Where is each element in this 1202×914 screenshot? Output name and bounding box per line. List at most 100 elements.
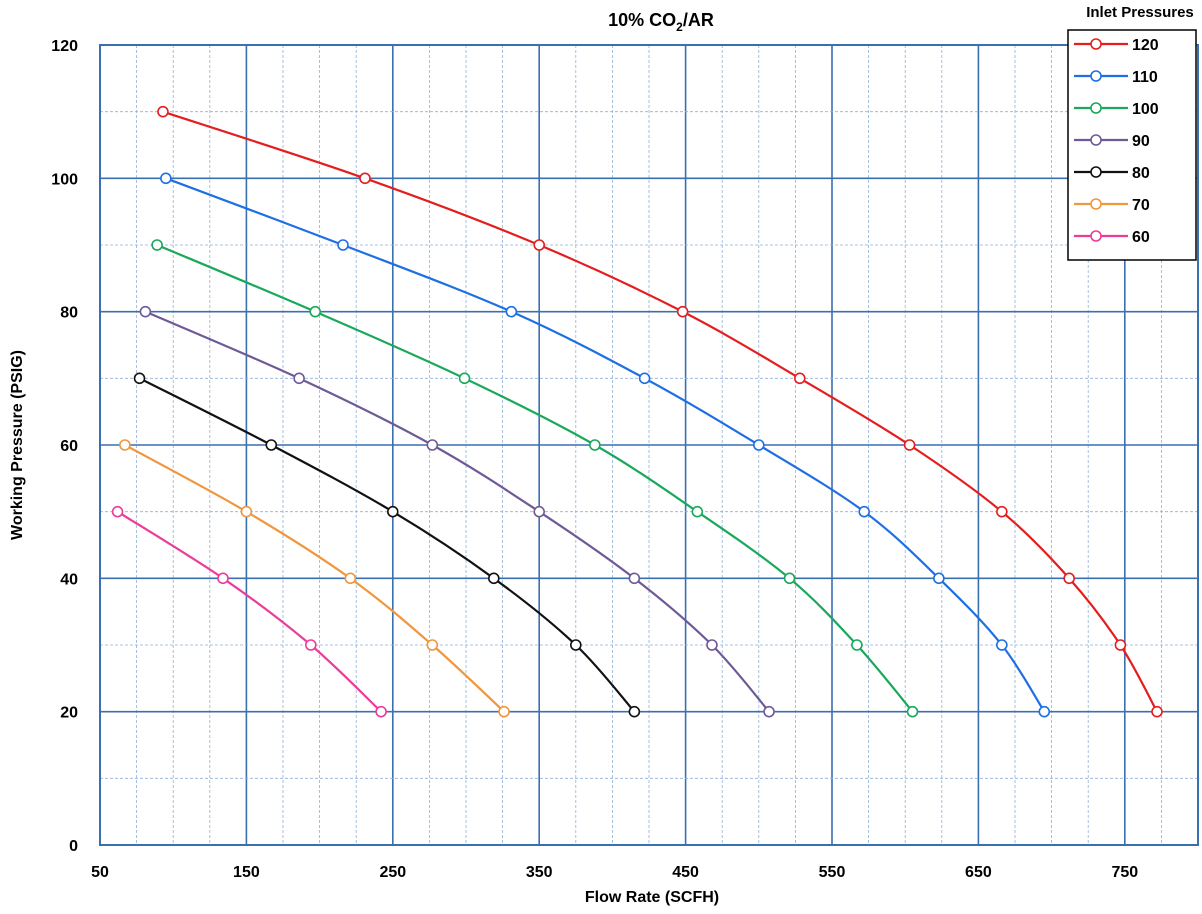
series-90 bbox=[139, 305, 775, 718]
x-tick-label: 450 bbox=[672, 864, 699, 881]
data-point bbox=[676, 305, 689, 318]
legend-swatch-marker bbox=[1090, 38, 1102, 50]
data-point bbox=[426, 439, 439, 451]
data-point bbox=[265, 439, 278, 451]
data-point bbox=[1063, 572, 1075, 585]
data-point bbox=[160, 172, 172, 185]
legend-swatch-marker bbox=[1090, 102, 1102, 114]
x-tick-labels: 50 150 250 350 450 550 650 750 bbox=[91, 864, 1138, 881]
data-point bbox=[851, 639, 863, 651]
data-point bbox=[111, 505, 124, 518]
data-point bbox=[628, 572, 641, 585]
y-tick-label: 100 bbox=[51, 171, 78, 188]
legend: Inlet Pressures 120 110 100 90 80 70 60 bbox=[1067, 4, 1197, 261]
data-point bbox=[139, 305, 152, 318]
data-point bbox=[858, 505, 871, 518]
series-line-80 bbox=[139, 377, 636, 713]
data-point bbox=[628, 705, 641, 718]
legend-title: Inlet Pressures bbox=[1086, 4, 1194, 21]
chart-title: 10% CO2/AR bbox=[608, 10, 714, 34]
legend-label: 70 bbox=[1132, 197, 1150, 214]
data-point bbox=[359, 172, 371, 185]
data-point bbox=[793, 372, 806, 385]
series-110 bbox=[160, 172, 1051, 718]
data-point bbox=[488, 572, 500, 585]
data-point bbox=[119, 439, 131, 451]
data-point bbox=[426, 639, 439, 651]
data-point bbox=[133, 372, 146, 385]
legend-item-110: 110 bbox=[1074, 69, 1158, 86]
legend-label: 110 bbox=[1132, 69, 1158, 86]
data-point bbox=[337, 239, 349, 251]
legend-item-120: 120 bbox=[1074, 37, 1159, 54]
y-tick-label: 40 bbox=[60, 571, 78, 588]
grid bbox=[99, 44, 1199, 846]
series-60 bbox=[111, 505, 387, 718]
series-line-110 bbox=[165, 177, 1046, 713]
series-100 bbox=[151, 239, 919, 718]
y-tick-label: 60 bbox=[60, 438, 78, 455]
data-point bbox=[1038, 705, 1051, 718]
y-tick-labels: 0 20 40 60 80 100 120 bbox=[51, 38, 78, 855]
data-point bbox=[240, 505, 253, 518]
data-point bbox=[375, 705, 387, 718]
data-point bbox=[309, 305, 322, 318]
series-lines bbox=[111, 105, 1163, 718]
legend-item-90: 90 bbox=[1074, 133, 1150, 150]
series-line-100 bbox=[156, 243, 914, 713]
data-point bbox=[569, 639, 582, 651]
data-point bbox=[1114, 639, 1127, 651]
data-point bbox=[157, 105, 169, 118]
data-point bbox=[217, 572, 229, 585]
data-point bbox=[505, 305, 518, 318]
data-point bbox=[933, 572, 945, 585]
x-tick-label: 750 bbox=[1111, 864, 1138, 881]
data-point bbox=[996, 505, 1008, 518]
x-tick-label: 50 bbox=[91, 864, 109, 881]
data-point bbox=[691, 505, 704, 518]
y-tick-label: 80 bbox=[60, 305, 78, 322]
data-point bbox=[344, 572, 357, 585]
data-point bbox=[458, 372, 471, 385]
data-point bbox=[906, 705, 919, 718]
legend-swatch-marker bbox=[1090, 134, 1102, 146]
series-120 bbox=[157, 105, 1163, 718]
data-point bbox=[589, 439, 601, 451]
data-point bbox=[386, 505, 399, 518]
legend-swatch-marker bbox=[1090, 70, 1102, 82]
legend-item-70: 70 bbox=[1074, 197, 1150, 214]
y-tick-label: 0 bbox=[69, 838, 78, 855]
data-point bbox=[763, 705, 775, 718]
legend-box bbox=[1067, 29, 1197, 261]
data-point bbox=[783, 572, 796, 585]
data-point bbox=[151, 239, 163, 251]
legend-label: 100 bbox=[1132, 101, 1159, 118]
series-line-120 bbox=[162, 110, 1158, 713]
x-tick-label: 150 bbox=[233, 864, 260, 881]
x-tick-label: 650 bbox=[965, 864, 992, 881]
data-point bbox=[533, 239, 546, 251]
data-point bbox=[498, 705, 510, 718]
data-point bbox=[752, 439, 765, 451]
legend-swatch-marker bbox=[1090, 198, 1102, 210]
legend-item-100: 100 bbox=[1074, 101, 1159, 118]
legend-label: 80 bbox=[1132, 165, 1150, 182]
y-axis-title: Working Pressure (PSIG) bbox=[9, 350, 26, 540]
data-point bbox=[1151, 705, 1163, 718]
legend-label: 120 bbox=[1132, 37, 1159, 54]
legend-label: 60 bbox=[1132, 229, 1150, 246]
data-point bbox=[996, 639, 1008, 651]
data-point bbox=[903, 439, 916, 451]
x-tick-label: 550 bbox=[819, 864, 846, 881]
data-point bbox=[533, 505, 546, 518]
y-tick-label: 120 bbox=[51, 38, 78, 55]
series-80 bbox=[133, 372, 641, 718]
x-tick-label: 350 bbox=[526, 864, 553, 881]
data-point bbox=[305, 639, 317, 651]
data-point bbox=[638, 372, 651, 385]
y-tick-label: 20 bbox=[60, 705, 78, 722]
data-point bbox=[293, 372, 305, 385]
x-tick-label: 250 bbox=[379, 864, 406, 881]
x-axis-title: Flow Rate (SCFH) bbox=[585, 889, 719, 906]
